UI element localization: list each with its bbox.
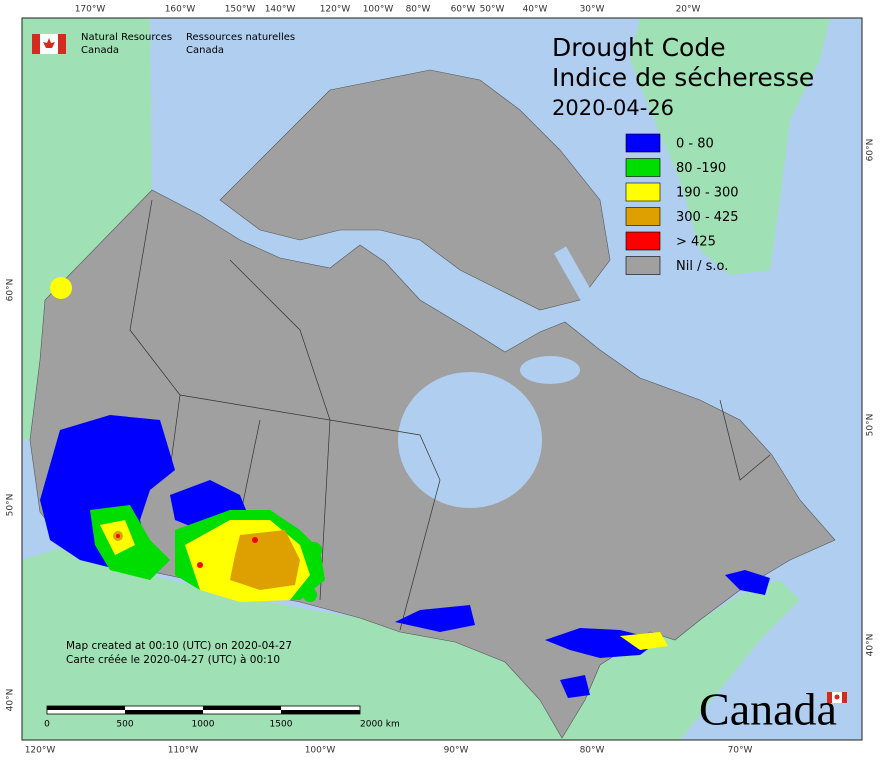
credit-en: Map created at 00:10 (UTC) on 2020-04-27 <box>66 640 292 652</box>
legend-label: 300 - 425 <box>676 210 739 225</box>
bottom-label: 100°W <box>305 746 336 756</box>
arctic-islands <box>219 69 611 311</box>
graticule-labels: 170°W 160°W 150°W 140°W 120°W 100°W 80°W 60°W 50… <box>6 5 876 756</box>
wordmark-flag <box>827 692 847 703</box>
map-frame <box>21 17 863 741</box>
legend-swatch <box>625 133 661 153</box>
credit-fr: Carte créée le 2020-04-27 (UTC) à 00:10 <box>66 654 280 666</box>
top-label: 150°W <box>225 5 256 15</box>
scale-bar <box>46 705 361 715</box>
top-label: 40°W <box>523 5 548 15</box>
top-label: 140°W <box>265 5 296 15</box>
bottom-label: 110°W <box>168 746 199 756</box>
left-label: 40°N <box>6 689 16 712</box>
top-label: 60°W <box>451 5 476 15</box>
right-label: 40°N <box>866 634 876 657</box>
legend-label: 0 - 80 <box>676 137 714 152</box>
top-label: 30°W <box>580 5 605 15</box>
org-fr: Canada <box>186 45 224 56</box>
top-label: 160°W <box>165 5 196 15</box>
title-en: Drought Code <box>552 33 726 62</box>
legend-swatch <box>625 158 661 177</box>
top-label: 20°W <box>676 5 701 15</box>
title-fr: Indice de sécheresse <box>552 63 814 92</box>
right-label: 60°N <box>866 139 876 162</box>
bottom-label: 90°W <box>444 746 469 756</box>
map-date: 2020-04-26 <box>552 96 674 120</box>
wordmark: Canada <box>699 684 837 735</box>
scale-label: 0 <box>44 720 50 730</box>
greenland <box>630 18 830 275</box>
right-label: 50°N <box>866 414 876 437</box>
scale-labels: 0 500 1000 1500 2000 km <box>44 720 400 730</box>
left-label: 60°N <box>6 279 16 302</box>
alaska <box>22 18 152 300</box>
left-label: 50°N <box>6 494 16 517</box>
org-en: Natural Resources <box>81 32 172 43</box>
bottom-label: 80°W <box>580 746 605 756</box>
bottom-label: 120°W <box>25 746 56 756</box>
legend-swatch <box>625 231 661 251</box>
org-fr: Ressources naturelles <box>186 32 295 43</box>
legend-label: 190 - 300 <box>676 186 739 201</box>
org-en: Canada <box>81 45 119 56</box>
legend-swatch <box>625 256 661 275</box>
legend-label: > 425 <box>676 235 716 250</box>
legend: 0 - 80 80 -190 190 - 300 300 - 425 > 425 Nil … <box>625 133 739 275</box>
scale-label: 500 <box>116 720 133 730</box>
scale-label: 1500 <box>270 720 293 730</box>
flag-logo <box>32 34 66 54</box>
top-label: 170°W <box>75 5 106 15</box>
hudson-bay <box>398 372 542 508</box>
top-label: 80°W <box>406 5 431 15</box>
scale-label: 1000 <box>192 720 215 730</box>
hudson-strait <box>520 356 580 384</box>
legend-label: Nil / s.o. <box>676 259 728 274</box>
bottom-label: 70°W <box>728 746 753 756</box>
united-states <box>22 548 800 740</box>
scale-label: 2000 km <box>360 720 400 730</box>
legend-label: 80 -190 <box>676 161 726 176</box>
top-label: 50°W <box>480 5 505 15</box>
legend-swatch <box>625 207 661 226</box>
baffin-bay <box>553 246 645 365</box>
drought-patches <box>40 277 770 698</box>
alaska-panhandle <box>22 300 45 440</box>
top-label: 100°W <box>363 5 394 15</box>
legend-swatch <box>625 182 661 202</box>
map-body <box>22 18 862 740</box>
top-label: 120°W <box>320 5 351 15</box>
